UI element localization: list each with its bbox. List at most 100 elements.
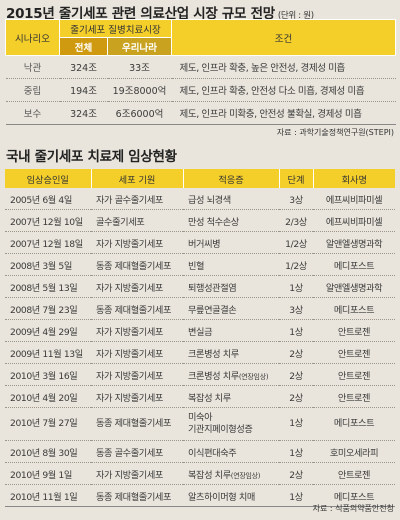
source-cell: 자가 지방줄기세포 — [91, 363, 183, 386]
source-cell: 자가 골수줄기세포 — [91, 188, 183, 210]
table-row: 2008년 7월 23일 동종 제대혈줄기세포 무릎연골결손 3상 메디포스트 — [5, 297, 395, 320]
indication-text: 크론병성 치루 — [188, 370, 239, 382]
table-row: 2010년 7월 27일 동종 제대혈줄기세포 미숙아 기관지폐이형성증 1상 메디포스트 — [5, 407, 395, 441]
indication-cell: 미숙아 기관지폐이형성증 — [183, 407, 279, 441]
market-forecast-title: 2015년 줄기세포 관련 의료산업 시장 규모 전망 (단위 : 원) — [6, 2, 314, 22]
indication-cell: 복잡성 치루 — [183, 385, 279, 408]
source-cell: 동종 제대혈줄기세포 — [91, 253, 183, 276]
header-market: 줄기세포 질병치료시장 — [58, 19, 173, 38]
source-cell: 자가 지방줄기세포 — [91, 231, 183, 254]
scenario-cell: 낙관 — [5, 55, 60, 79]
indication-cell: 버거씨병 — [183, 231, 279, 254]
date-cell: 2010년 3월 16일 — [5, 363, 91, 386]
scenario-cell: 중립 — [5, 78, 60, 102]
indication-cell: 알츠하이머형 치매 — [183, 484, 279, 507]
korea-cell: 33조 — [107, 55, 172, 79]
indication-cell: 퇴행성관절염 — [183, 275, 279, 298]
condition-cell: 제도, 인프라 확충, 높은 안전성, 경제성 미흡 — [171, 55, 396, 79]
date-cell: 2010년 9월 1일 — [5, 462, 91, 485]
indication-cell: 무릎연골결손 — [183, 297, 279, 320]
date-cell: 2009년 4월 29일 — [5, 319, 91, 342]
source-cell: 동종 골수줄기세포 — [91, 440, 183, 463]
company-cell: 알앤엘생명과학 — [313, 231, 395, 254]
phase-cell: 2상 — [279, 462, 313, 485]
date-cell: 2010년 11월 1일 — [5, 484, 91, 507]
indication-text: 버거씨병 — [188, 238, 221, 250]
header-source: 세포 기원 — [90, 169, 183, 188]
table-row: 2010년 9월 1일 자가 지방줄기세포 복잡성 치루(연장임상) 2상 안트로젠 — [5, 462, 395, 485]
indication-text: 복잡성 치루 — [188, 392, 231, 404]
phase-cell: 2/3상 — [279, 209, 313, 232]
phase-cell: 1상 — [279, 407, 313, 441]
phase-cell: 3상 — [279, 297, 313, 320]
indication-cell: 이식편대숙주 — [183, 440, 279, 463]
source-cell: 자가 지방줄기세포 — [91, 462, 183, 485]
indication-text: 만성 척수손상 — [188, 216, 239, 228]
table-row: 2005년 6월 4일 자가 골수줄기세포 급성 뇌경색 3상 에프씨비파미셀 — [5, 188, 395, 210]
phase-cell: 1상 — [279, 275, 313, 298]
indication-text-line2: 기관지폐이형성증 — [188, 424, 253, 435]
indication-cell: 급성 뇌경색 — [183, 188, 279, 210]
indication-text: 복잡성 치루 — [188, 469, 231, 481]
source-cell: 동종 제대혈줄기세포 — [91, 484, 183, 507]
condition-cell: 제도, 인프라 미확충, 안전성 불확실, 경제성 미흡 — [171, 101, 396, 125]
indication-cell: 빈혈 — [183, 253, 279, 276]
table-row: 2008년 5월 13일 자가 지방줄기세포 퇴행성관절염 1상 알앤엘생명과학 — [5, 275, 395, 298]
indication-text: 빈혈 — [188, 260, 205, 272]
source-cell: 골수줄기세포 — [91, 209, 183, 232]
date-cell: 2010년 4월 20일 — [5, 385, 91, 408]
source-cell: 동종 제대혈줄기세포 — [91, 407, 183, 441]
date-cell: 2010년 8월 30일 — [5, 440, 91, 463]
table-row: 2010년 3월 16일 자가 지방줄기세포 크론병성 치루(연장임상) 2상 안트로젠 — [5, 363, 395, 386]
trials-body: 2005년 6월 4일 자가 골수줄기세포 급성 뇌경색 3상 에프씨비파미셀 2007년… — [5, 188, 395, 507]
table-row: 낙관 324조 33조 제도, 인프라 확충, 높은 안전성, 경제성 미흡 — [5, 55, 396, 79]
indication-cell: 변실금 — [183, 319, 279, 342]
company-cell: 안트로젠 — [313, 462, 395, 485]
company-cell: 메디포스트 — [313, 297, 395, 320]
company-cell: 메디포스트 — [313, 407, 395, 441]
source-cell: 자가 지방줄기세포 — [91, 385, 183, 408]
company-cell: 에프씨비파미셀 — [313, 209, 395, 232]
company-cell: 에프씨비파미셀 — [313, 188, 395, 210]
table-row: 2009년 11월 13일 자가 지방줄기세포 크론병성 치루 2상 안트로젠 — [5, 341, 395, 364]
company-cell: 안트로젠 — [313, 341, 395, 364]
company-cell: 알앤엘생명과학 — [313, 275, 395, 298]
source-cell: 동종 제대혈줄기세포 — [91, 297, 183, 320]
date-cell: 2007년 12월 18일 — [5, 231, 91, 254]
company-cell: 안트로젠 — [313, 385, 395, 408]
clinical-trials-table: 임상승인일 세포 기원 적응증 단계 회사명 2005년 6월 4일 자가 골수줄… — [5, 169, 395, 507]
source-cell: 자가 지방줄기세포 — [91, 275, 183, 298]
scenario-cell: 보수 — [5, 101, 60, 125]
korea-cell: 19조8000억 — [107, 78, 172, 102]
indication-text: 변실금 — [188, 326, 213, 338]
date-cell: 2008년 3월 5일 — [5, 253, 91, 276]
indication-note: (연장임상) — [230, 471, 261, 480]
phase-cell: 2상 — [279, 385, 313, 408]
source-note-1: 자료 : 과학기술정책연구원(STEPI) — [276, 128, 394, 137]
indication-cell: 만성 척수손상 — [183, 209, 279, 232]
indication-text: 이식편대숙주 — [188, 447, 237, 459]
total-cell: 324조 — [59, 55, 108, 79]
phase-cell: 1상 — [279, 440, 313, 463]
date-cell: 2007년 12월 10일 — [5, 209, 91, 232]
date-cell: 2005년 6월 4일 — [5, 188, 91, 210]
header-indication: 적응증 — [182, 169, 279, 188]
indication-text: 미숙아 — [188, 412, 213, 423]
header-date: 임상승인일 — [5, 169, 91, 188]
phase-cell: 2상 — [279, 341, 313, 364]
header-total: 전체 — [59, 37, 108, 56]
phase-cell: 1/2상 — [279, 253, 313, 276]
table-row: 2010년 4월 20일 자가 지방줄기세포 복잡성 치루 2상 안트로젠 — [5, 385, 395, 408]
table-row: 보수 324조 6조6000억 제도, 인프라 미확충, 안전성 불확실, 경제… — [5, 101, 396, 125]
indication-cell: 복잡성 치루(연장임상) — [183, 462, 279, 485]
source-cell: 자가 지방줄기세포 — [91, 341, 183, 364]
total-cell: 194조 — [59, 78, 108, 102]
indication-text: 급성 뇌경색 — [188, 194, 231, 206]
date-cell: 2008년 5월 13일 — [5, 275, 91, 298]
header-condition: 조건 — [171, 19, 397, 56]
date-cell: 2010년 7월 27일 — [5, 407, 91, 441]
indication-text: 크론병성 치루 — [188, 348, 239, 360]
phase-cell: 1상 — [279, 484, 313, 507]
indication-note: (연장임상) — [238, 372, 269, 381]
